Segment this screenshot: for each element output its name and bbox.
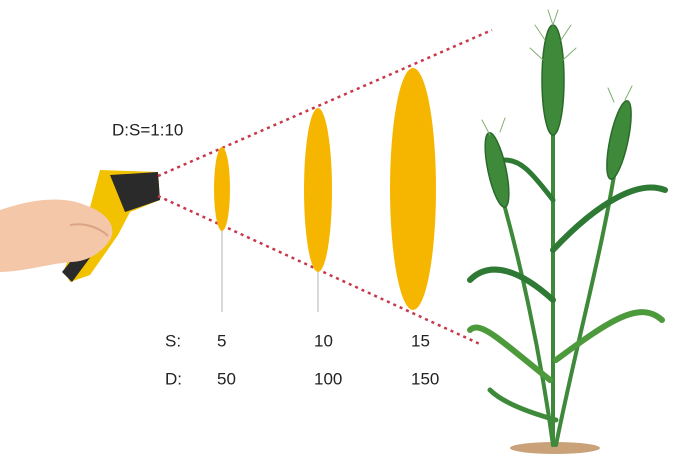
hand [0,199,113,272]
spot-size: 15 [411,331,430,350]
spot [214,147,230,231]
distance: 50 [217,369,236,388]
row-label: S: [165,331,181,350]
spot-size: 5 [217,331,226,350]
wheat-plant [467,9,668,454]
ratio-label: D:S=1:10 [112,120,183,139]
distance: 100 [314,369,342,388]
cone-line [157,28,493,178]
spot-size: 10 [314,331,333,350]
spot [390,68,436,310]
spot [304,108,332,272]
row-label: D: [165,369,182,388]
distance: 150 [411,369,439,388]
finger [69,223,109,237]
